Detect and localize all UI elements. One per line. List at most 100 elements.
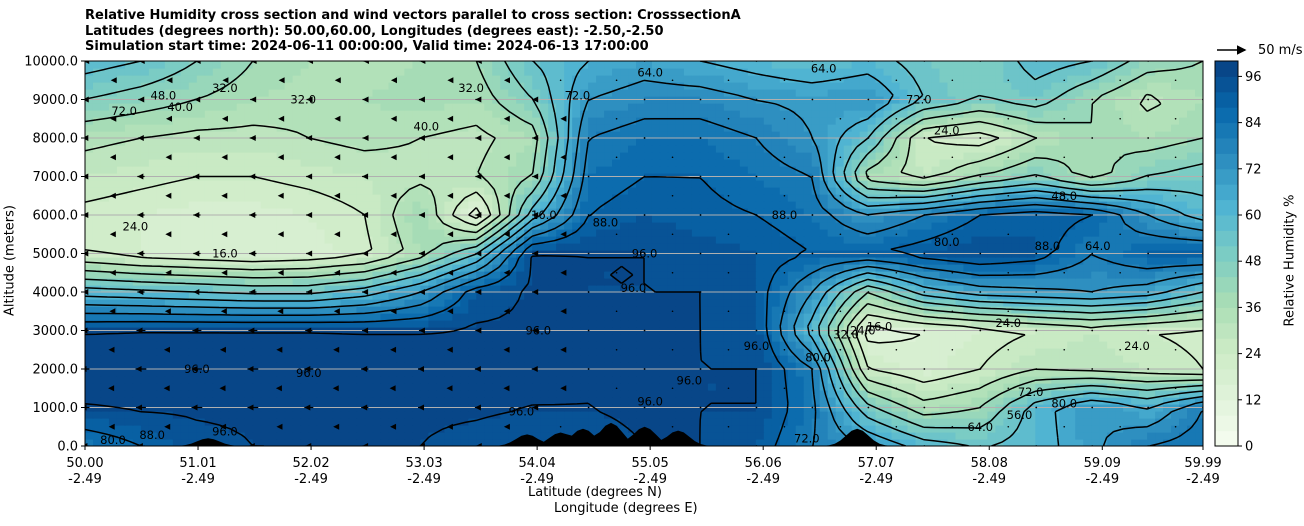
- rh-cell: [875, 208, 885, 216]
- rh-cell: [540, 376, 549, 384]
- rh-cell: [556, 348, 565, 356]
- rh-cell: [564, 229, 573, 237]
- rh-cell: [1059, 243, 1068, 251]
- rh-cell: [899, 383, 909, 391]
- rh-cell: [284, 355, 294, 363]
- rh-cell: [1075, 432, 1084, 440]
- rh-cell: [172, 334, 182, 342]
- rh-cell: [476, 348, 485, 356]
- rh-cell: [675, 397, 685, 405]
- rh-cell: [803, 376, 813, 384]
- rh-cell: [1123, 432, 1132, 440]
- rh-cell: [1059, 264, 1068, 272]
- rh-cell: [1187, 432, 1196, 440]
- rh-cell: [396, 299, 406, 307]
- rh-cell: [108, 292, 118, 300]
- rh-cell: [811, 334, 821, 342]
- rh-cell: [236, 341, 246, 349]
- rh-cell: [1107, 320, 1116, 328]
- rh-cell: [364, 208, 374, 216]
- rh-cell: [324, 341, 334, 349]
- rh-cell: [1155, 236, 1164, 244]
- rh-cell: [228, 208, 238, 216]
- rh-cell: [723, 348, 733, 356]
- rh-cell: [228, 271, 238, 279]
- rh-cell: [492, 383, 501, 391]
- rh-cell: [540, 271, 549, 279]
- rh-cell: [1091, 222, 1100, 230]
- rh-cell: [572, 376, 581, 384]
- rh-cell: [723, 334, 733, 342]
- rh-cell: [675, 278, 685, 286]
- rh-cell: [596, 383, 605, 391]
- rh-cell: [659, 348, 669, 356]
- rh-cell: [795, 299, 805, 307]
- rh-cell: [436, 390, 445, 398]
- rh-cell: [1099, 292, 1108, 300]
- rh-cell: [1123, 208, 1132, 216]
- rh-cell: [604, 236, 613, 244]
- rh-cell: [92, 236, 102, 244]
- rh-cell: [532, 397, 541, 405]
- rh-cell: [444, 306, 453, 314]
- rh-cell: [875, 348, 885, 356]
- rh-cell: [332, 292, 342, 300]
- rh-cell: [308, 369, 318, 377]
- rh-cell: [324, 285, 334, 293]
- rh-cell: [1043, 229, 1052, 237]
- rh-cell: [955, 383, 965, 391]
- rh-cell: [340, 285, 350, 293]
- rh-cell: [827, 292, 837, 300]
- rh-cell: [636, 320, 645, 328]
- rh-cell: [588, 264, 597, 272]
- rh-cell: [292, 215, 302, 223]
- rh-cell: [180, 411, 190, 419]
- rh-cell: [628, 425, 637, 433]
- rh-cell: [1139, 285, 1148, 293]
- rh-cell: [636, 229, 645, 237]
- rh-cell: [140, 285, 150, 293]
- rh-cell: [1107, 369, 1116, 377]
- rh-cell: [859, 320, 869, 328]
- rh-cell: [755, 194, 765, 202]
- rh-cell: [220, 208, 230, 216]
- rh-cell: [588, 418, 597, 426]
- rh-cell: [484, 215, 493, 223]
- rh-cell: [508, 278, 517, 286]
- rh-cell: [1187, 390, 1196, 398]
- rh-cell: [779, 257, 789, 265]
- rh-cell: [1003, 348, 1012, 356]
- rh-cell: [548, 208, 557, 216]
- rh-cell: [260, 418, 270, 426]
- rh-cell: [659, 306, 669, 314]
- rh-cell: [763, 376, 773, 384]
- rh-cell: [715, 383, 725, 391]
- rh-cell: [1075, 425, 1084, 433]
- rh-cell: [915, 215, 925, 223]
- rh-cell: [1187, 215, 1196, 223]
- rh-cell: [731, 439, 741, 446]
- rh-cell: [651, 390, 661, 398]
- rh-cell: [644, 397, 653, 405]
- rh-cell: [923, 229, 933, 237]
- rh-cell: [316, 222, 326, 230]
- rh-cell: [524, 369, 533, 377]
- rh-cell: [148, 215, 158, 223]
- rh-cell: [172, 215, 182, 223]
- rh-cell: [1163, 397, 1172, 405]
- rh-cell: [260, 222, 270, 230]
- rh-cell: [332, 341, 342, 349]
- rh-cell: [739, 425, 749, 433]
- rh-cell: [747, 432, 757, 440]
- rh-cell: [699, 362, 709, 370]
- rh-cell: [891, 376, 901, 384]
- rh-cell: [276, 243, 286, 251]
- rh-cell: [683, 271, 693, 279]
- rh-cell: [707, 264, 717, 272]
- rh-cell: [651, 411, 661, 419]
- rh-cell: [204, 236, 214, 244]
- rh-cell: [859, 341, 869, 349]
- rh-cell: [971, 439, 980, 446]
- rh-cell: [332, 376, 342, 384]
- rh-cell: [180, 376, 190, 384]
